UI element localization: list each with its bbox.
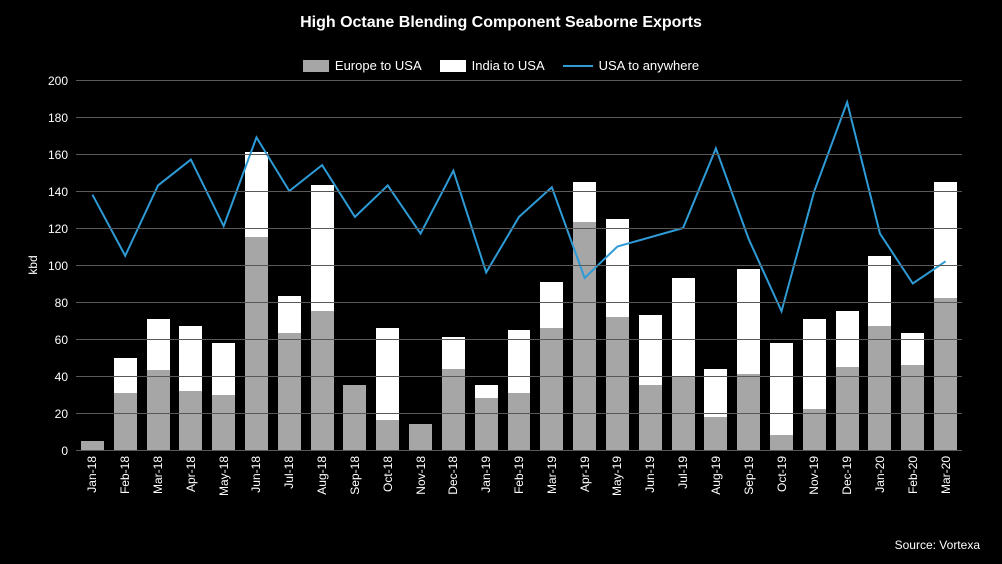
legend: Europe to USA India to USA USA to anywhere xyxy=(0,58,1002,73)
y-tick-label: 0 xyxy=(61,444,68,458)
chart-title: High Octane Blending Component Seaborne … xyxy=(0,14,1002,32)
legend-item-usa_out: USA to anywhere xyxy=(563,58,699,73)
plot-area: Jan-18Feb-18Mar-18Apr-18May-18Jun-18Jul-… xyxy=(76,80,962,450)
gridline: 20 xyxy=(76,413,962,414)
x-tick-label: Apr-18 xyxy=(184,456,198,492)
y-tick-label: 140 xyxy=(48,185,68,199)
x-tick-label: Feb-18 xyxy=(118,456,132,494)
x-tick-label: Dec-18 xyxy=(446,456,460,495)
legend-label-india: India to USA xyxy=(472,58,545,73)
legend-item-europe: Europe to USA xyxy=(303,58,422,73)
x-tick-label: Jul-19 xyxy=(676,456,690,489)
x-tick-label: Jan-19 xyxy=(479,456,493,493)
x-tick-label: Feb-19 xyxy=(512,456,526,494)
gridline: 80 xyxy=(76,302,962,303)
source-label: Source: Vortexa xyxy=(895,538,980,552)
y-tick-label: 20 xyxy=(55,407,68,421)
x-tick-label: Dec-19 xyxy=(840,456,854,495)
y-tick-label: 180 xyxy=(48,111,68,125)
x-tick-label: Jun-18 xyxy=(249,456,263,493)
legend-swatch-usa_out xyxy=(563,65,593,67)
x-tick-label: Aug-18 xyxy=(315,456,329,495)
legend-item-india: India to USA xyxy=(440,58,545,73)
x-tick-label: Oct-18 xyxy=(381,456,395,492)
legend-swatch-europe xyxy=(303,60,329,72)
gridline: 40 xyxy=(76,376,962,377)
x-tick-label: Feb-20 xyxy=(906,456,920,494)
x-tick-label: Mar-19 xyxy=(545,456,559,494)
gridline: 60 xyxy=(76,339,962,340)
legend-label-europe: Europe to USA xyxy=(335,58,422,73)
x-tick-label: Jun-19 xyxy=(643,456,657,493)
legend-label-usa_out: USA to anywhere xyxy=(599,58,699,73)
y-tick-label: 200 xyxy=(48,74,68,88)
line-usa-out xyxy=(92,102,945,311)
x-tick-label: Mar-18 xyxy=(151,456,165,494)
legend-swatch-india xyxy=(440,60,466,72)
x-tick-label: Jul-18 xyxy=(282,456,296,489)
x-tick-label: May-19 xyxy=(610,456,624,496)
y-axis-title: kbd xyxy=(26,255,40,274)
x-tick-label: Sep-19 xyxy=(742,456,756,495)
y-tick-label: 40 xyxy=(55,370,68,384)
y-tick-label: 160 xyxy=(48,148,68,162)
x-tick-label: Jan-20 xyxy=(873,456,887,493)
y-tick-label: 100 xyxy=(48,259,68,273)
y-tick-label: 80 xyxy=(55,296,68,310)
gridline: 100 xyxy=(76,265,962,266)
x-tick-label: Jan-18 xyxy=(85,456,99,493)
x-tick-label: Sep-18 xyxy=(348,456,362,495)
gridline: 160 xyxy=(76,154,962,155)
x-tick-label: Nov-19 xyxy=(807,456,821,495)
x-tick-label: Apr-19 xyxy=(578,456,592,492)
y-tick-label: 60 xyxy=(55,333,68,347)
gridline: 120 xyxy=(76,228,962,229)
x-tick-label: Aug-19 xyxy=(709,456,723,495)
y-tick-label: 120 xyxy=(48,222,68,236)
gridline: 140 xyxy=(76,191,962,192)
gridline: 180 xyxy=(76,117,962,118)
gridline: 0 xyxy=(76,450,962,451)
x-tick-label: May-18 xyxy=(217,456,231,496)
chart-container: High Octane Blending Component Seaborne … xyxy=(0,0,1002,564)
gridline: 200 xyxy=(76,80,962,81)
x-tick-label: Oct-19 xyxy=(775,456,789,492)
x-tick-label: Nov-18 xyxy=(414,456,428,495)
x-tick-label: Mar-20 xyxy=(939,456,953,494)
